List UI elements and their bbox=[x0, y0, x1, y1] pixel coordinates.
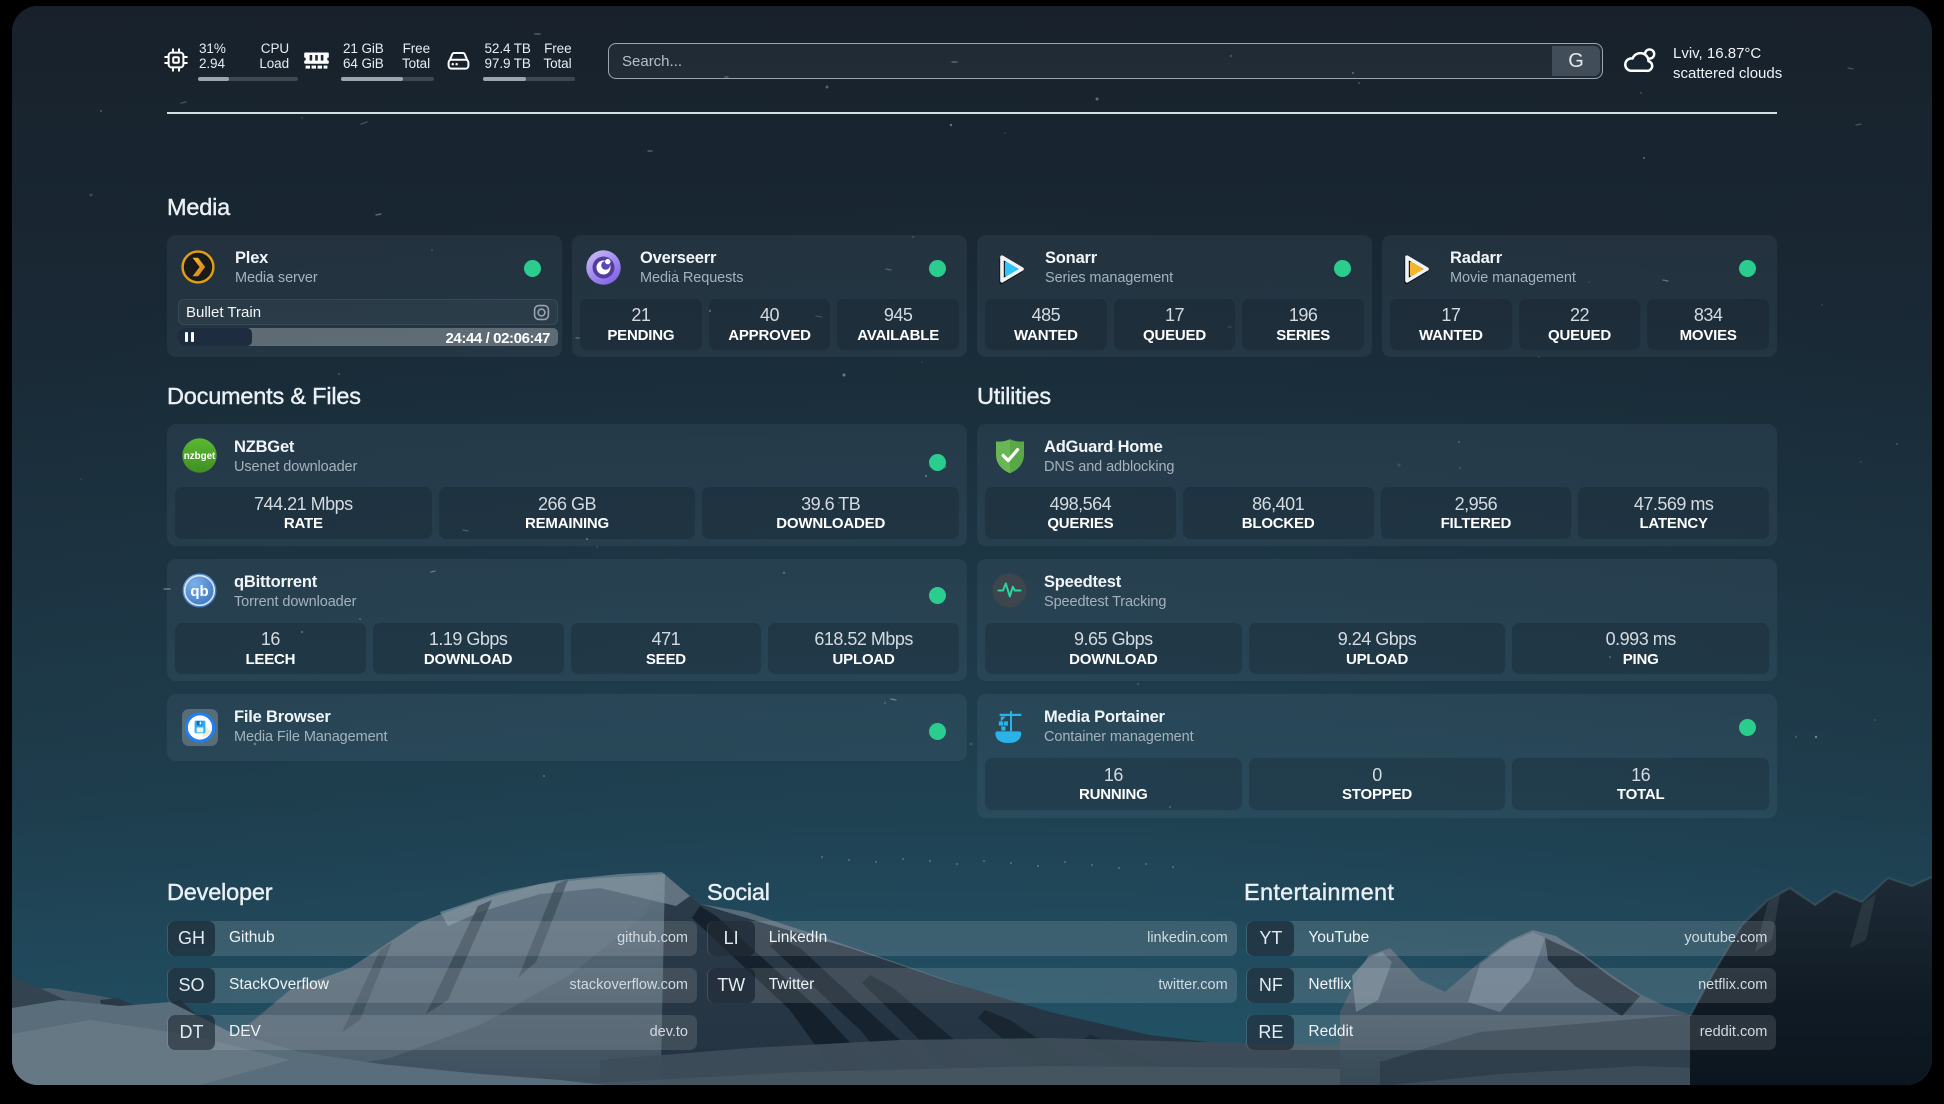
svg-text:qb: qb bbox=[190, 583, 208, 600]
svg-text:nzbget: nzbget bbox=[184, 451, 216, 462]
